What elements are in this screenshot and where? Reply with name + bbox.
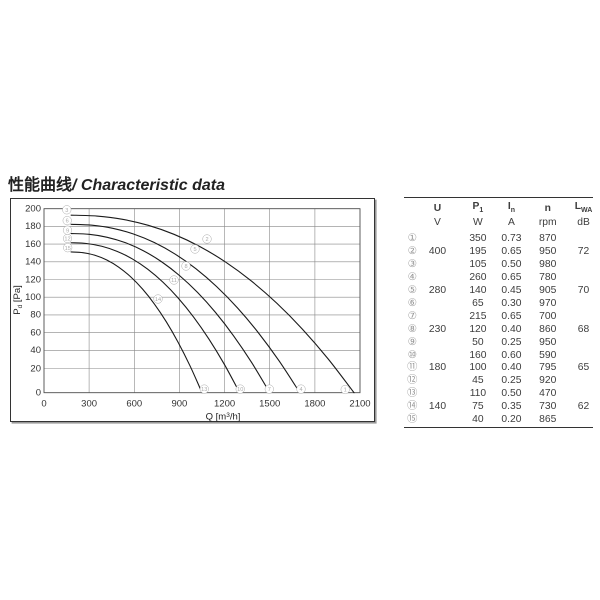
svg-text:2100: 2100: [349, 399, 370, 410]
svg-text:1200: 1200: [214, 399, 235, 410]
svg-text:6: 6: [66, 219, 69, 225]
svg-text:14: 14: [155, 297, 161, 303]
svg-text:7: 7: [268, 387, 271, 393]
svg-text:10: 10: [237, 387, 243, 393]
svg-text:300: 300: [81, 399, 97, 410]
svg-text:900: 900: [171, 399, 187, 410]
svg-text:0: 0: [41, 399, 46, 410]
svg-text:40: 40: [30, 345, 41, 356]
svg-text:3: 3: [65, 208, 68, 214]
svg-text:8: 8: [184, 264, 187, 270]
svg-text:160: 160: [25, 239, 41, 250]
svg-text:15: 15: [65, 246, 71, 252]
svg-text:80: 80: [30, 310, 41, 321]
svg-text:20: 20: [30, 363, 41, 374]
svg-text:180: 180: [25, 221, 41, 232]
svg-text:600: 600: [126, 399, 142, 410]
svg-text:12: 12: [64, 237, 70, 243]
svg-text:11: 11: [171, 278, 177, 284]
svg-text:100: 100: [25, 292, 41, 303]
svg-text:1: 1: [344, 388, 347, 394]
svg-text:1500: 1500: [259, 399, 280, 410]
svg-text:200: 200: [25, 204, 41, 215]
svg-text:5: 5: [193, 247, 196, 253]
svg-text:Pd [Pa]: Pd [Pa]: [12, 285, 24, 315]
svg-text:60: 60: [30, 327, 41, 338]
svg-text:Q [m3/h]: Q [m3/h]: [206, 412, 241, 423]
svg-text:2: 2: [205, 237, 208, 243]
svg-text:0: 0: [36, 388, 41, 399]
svg-text:1800: 1800: [304, 399, 325, 410]
svg-text:4: 4: [299, 387, 302, 393]
svg-text:140: 140: [25, 257, 41, 268]
svg-text:13: 13: [201, 387, 207, 393]
svg-text:9: 9: [66, 228, 69, 234]
svg-text:120: 120: [25, 274, 41, 285]
